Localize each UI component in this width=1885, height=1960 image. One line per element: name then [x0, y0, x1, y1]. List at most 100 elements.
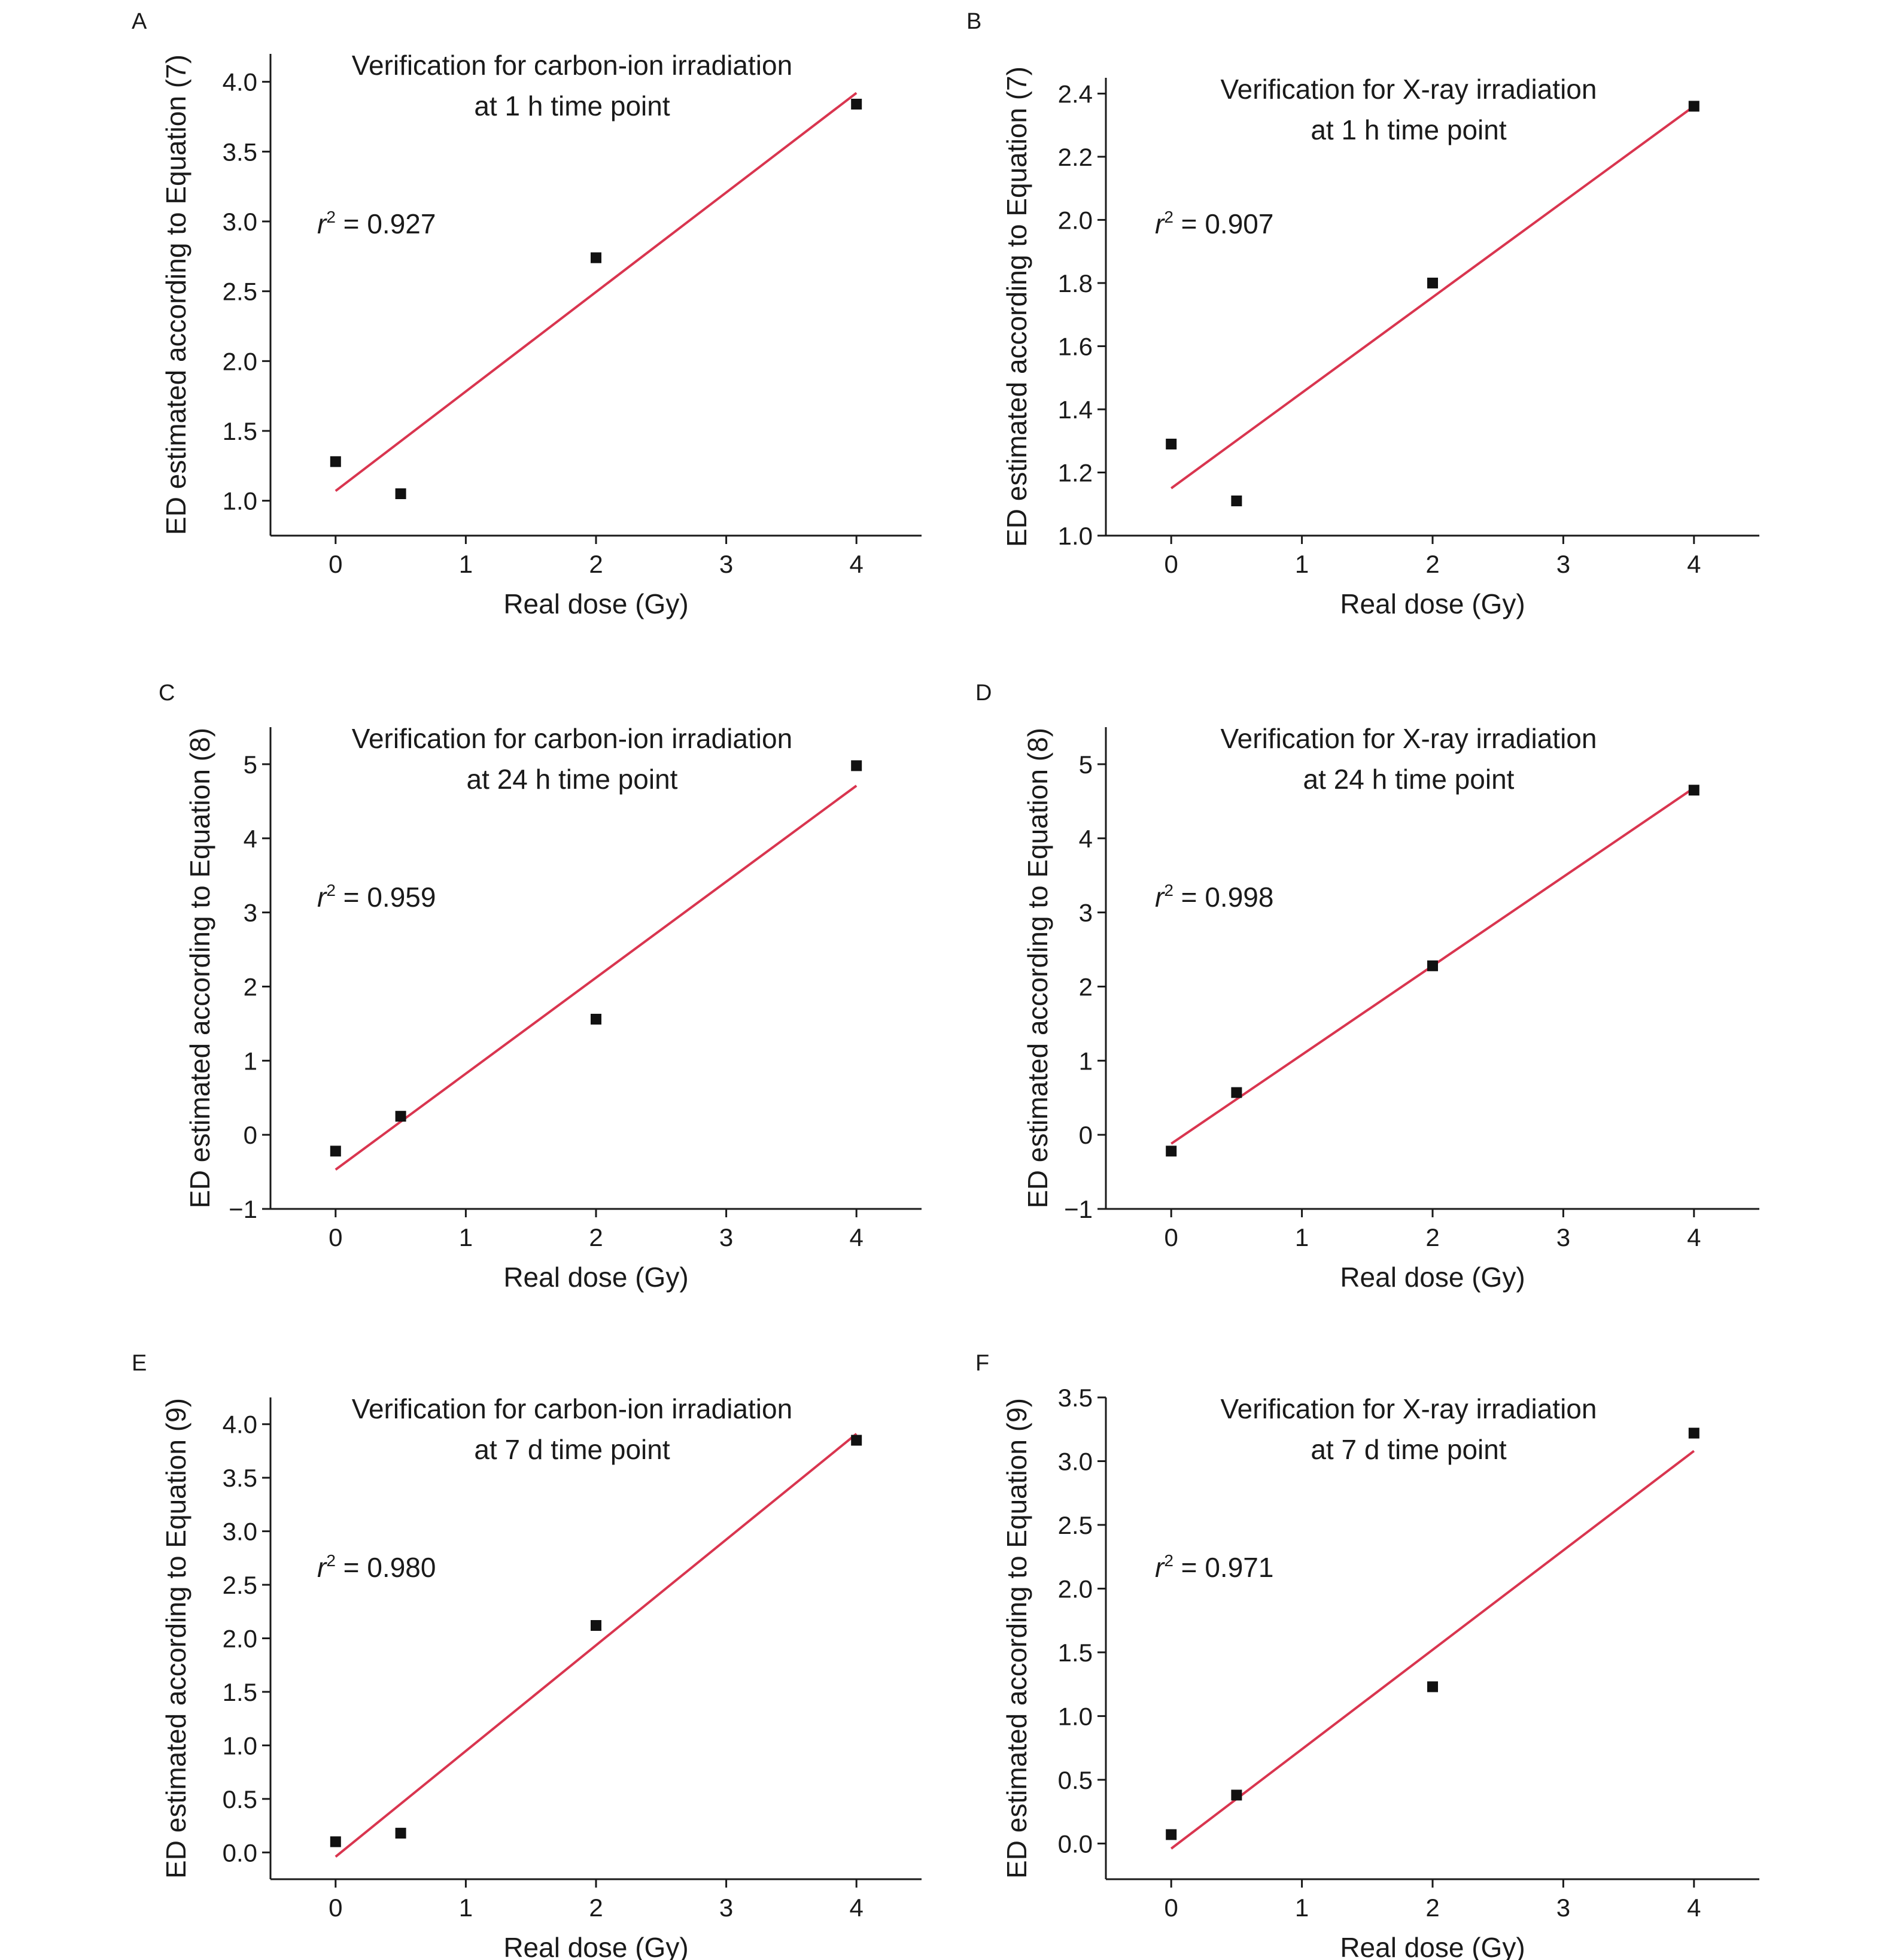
x-tick-label: 4 [1687, 550, 1701, 578]
y-tick-label: 3.0 [223, 208, 257, 236]
r-squared-annotation: r2 = 0.980 [317, 1551, 436, 1583]
data-point [1427, 960, 1438, 971]
chart-title-line-2: at 1 h time point [1311, 114, 1507, 145]
fit-line [1170, 105, 1695, 490]
y-tick-label: 2.4 [1058, 80, 1093, 108]
y-tick-label: 3.0 [1058, 1447, 1093, 1475]
y-tick-label: 5 [244, 750, 257, 779]
y-tick-label: 0 [244, 1121, 257, 1149]
data-point [330, 1145, 341, 1157]
y-tick-label: 1.0 [1058, 522, 1093, 550]
y-tick-label: 4.0 [223, 1411, 257, 1439]
r-squared-annotation: r2 = 0.927 [317, 208, 436, 239]
data-point [1688, 101, 1699, 112]
x-tick-label: 0 [329, 1223, 342, 1251]
data-point [330, 1836, 341, 1847]
y-tick-label: 1.0 [223, 1731, 257, 1760]
y-tick-label: 0 [1079, 1121, 1093, 1149]
y-tick-label: 3.5 [1058, 1384, 1093, 1412]
y-tick-label: 2.0 [223, 347, 257, 375]
panel-letter: F [975, 1351, 989, 1376]
data-point [591, 1620, 601, 1631]
y-tick-label: 1.5 [223, 1678, 257, 1706]
y-tick-label: 1 [244, 1047, 257, 1075]
x-tick-label: 1 [459, 1894, 473, 1922]
data-point [851, 760, 862, 771]
panel-letter: C [159, 680, 175, 706]
y-tick-label: −1 [229, 1195, 257, 1223]
data-point [1166, 1145, 1177, 1157]
chart-panel-d: D −1 0 1 2 3 4 5 0 1 2 3 4 Real dose (Gy) ED estimated… [975, 680, 1759, 1293]
y-tick-label: 1.4 [1058, 396, 1093, 424]
data-point [1427, 277, 1438, 288]
x-tick-label: 4 [850, 1223, 864, 1251]
data-point [1231, 1789, 1242, 1801]
y-tick-label: 3.0 [223, 1518, 257, 1546]
chart-panel-a: A 1.0 1.5 2.0 2.5 3.0 3.5 4.0 0 1 2 3 4 Real dose (Gy… [132, 9, 922, 619]
data-point [851, 99, 862, 110]
y-axis-label: ED estimated according to Equation (7) [1001, 66, 1032, 547]
x-tick-label: 2 [1425, 550, 1439, 578]
data-point [1166, 1829, 1177, 1840]
y-tick-label: 2.5 [223, 278, 257, 306]
y-tick-label: −1 [1064, 1195, 1093, 1223]
data-point [395, 1828, 406, 1839]
chart-title-line-1: Verification for X-ray irradiation [1221, 1393, 1597, 1424]
y-tick-label: 2.0 [223, 1625, 257, 1653]
y-tick-label: 1.0 [223, 487, 257, 515]
fit-line [335, 92, 858, 492]
x-tick-label: 2 [589, 1894, 603, 1922]
x-tick-label: 3 [1556, 550, 1570, 578]
data-point [1688, 785, 1699, 796]
y-tick-label: 3 [1079, 899, 1093, 927]
chart-title-line-2: at 1 h time point [474, 90, 670, 121]
x-tick-label: 3 [1556, 1223, 1570, 1251]
chart-title-line-1: Verification for X-ray irradiation [1221, 74, 1597, 105]
x-tick-label: 1 [1295, 550, 1309, 578]
data-point [591, 252, 601, 263]
data-point [591, 1013, 601, 1025]
y-axis-label: ED estimated according to Equation (9) [160, 1398, 191, 1879]
chart-title-line-2: at 7 d time point [474, 1434, 670, 1465]
data-point [1231, 1087, 1242, 1098]
x-tick-label: 3 [719, 550, 733, 578]
y-tick-label: 2.5 [1058, 1511, 1093, 1539]
chart-title-line-1: Verification for carbon-ion irradiation [352, 50, 792, 81]
data-point [1231, 495, 1242, 506]
y-axis-label: ED estimated according to Equation (9) [1001, 1398, 1032, 1879]
x-axis-label: Real dose (Gy) [503, 1262, 688, 1293]
x-tick-label: 2 [1425, 1223, 1439, 1251]
x-tick-label: 0 [329, 1894, 342, 1922]
y-tick-label: 5 [1079, 750, 1093, 779]
chart-panel-c: C −1 0 1 2 3 4 5 0 1 2 3 4 Real dose (Gy) ED estimated… [159, 680, 922, 1293]
y-tick-label: 0.0 [223, 1839, 257, 1867]
x-tick-label: 0 [1165, 1894, 1178, 1922]
y-tick-label: 4 [244, 825, 257, 853]
data-point [395, 1111, 406, 1122]
x-tick-label: 0 [1165, 550, 1178, 578]
y-axis-label: ED estimated according to Equation (7) [160, 54, 191, 535]
y-tick-label: 1.6 [1058, 332, 1093, 360]
x-axis-label: Real dose (Gy) [1340, 1932, 1525, 1960]
panel-letter: A [132, 9, 147, 34]
chart-panel-f: F 0.0 0.5 1.0 1.5 2.0 2.5 3.0 3.5 0 1 2 3 4 Real dose … [975, 1351, 1759, 1960]
x-tick-label: 1 [459, 1223, 473, 1251]
x-tick-label: 4 [850, 1894, 864, 1922]
y-tick-label: 1.8 [1058, 269, 1093, 297]
fit-line [335, 785, 858, 1171]
y-tick-label: 1.2 [1058, 458, 1093, 487]
x-tick-label: 1 [1295, 1894, 1309, 1922]
data-point [1166, 439, 1177, 449]
y-tick-label: 0.0 [1058, 1830, 1093, 1858]
y-tick-label: 2.0 [1058, 1575, 1093, 1603]
y-axis-label: ED estimated according to Equation (8) [184, 728, 215, 1208]
y-tick-label: 2.0 [1058, 206, 1093, 234]
chart-title-line-2: at 7 d time point [1311, 1434, 1507, 1465]
x-tick-label: 3 [719, 1894, 733, 1922]
panel-letter: E [132, 1351, 147, 1376]
y-tick-label: 4.0 [223, 68, 257, 96]
y-tick-label: 1.0 [1058, 1702, 1093, 1730]
chart-title-line-1: Verification for carbon-ion irradiation [352, 1393, 792, 1424]
r-squared-annotation: r2 = 0.998 [1155, 881, 1273, 913]
